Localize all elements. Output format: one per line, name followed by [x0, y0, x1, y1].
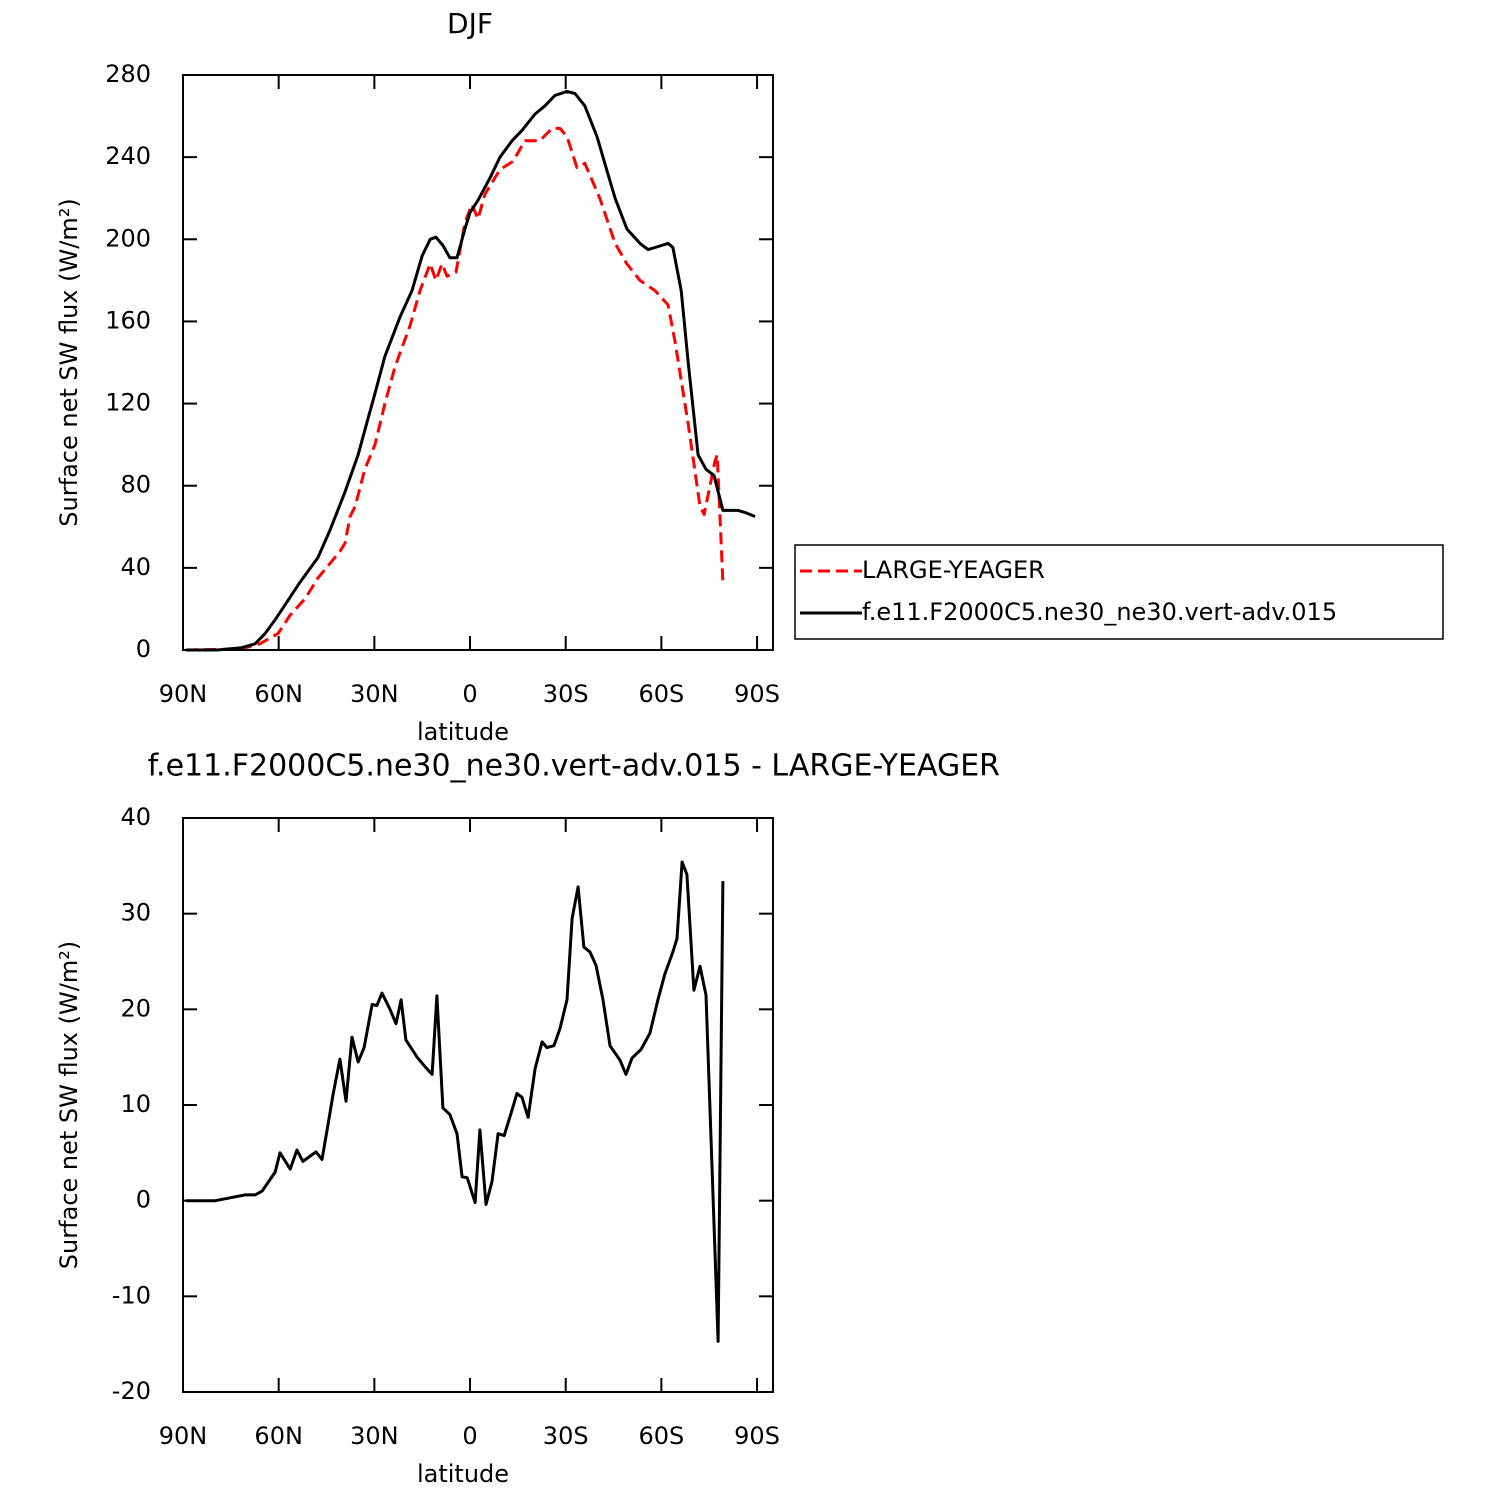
x-tick-label: 60N [254, 1422, 303, 1450]
x-tick-label: 90N [159, 1422, 208, 1450]
y-tick-label: 240 [105, 142, 151, 170]
legend-label: f.e11.F2000C5.ne30_ne30.vert-adv.015 [862, 598, 1337, 626]
x-tick-label: 90S [734, 1422, 780, 1450]
x-tick-label: 90N [159, 680, 208, 708]
x-tick-label: 30S [543, 680, 589, 708]
data-line [186, 126, 725, 652]
x-tick-label: 60N [254, 680, 303, 708]
y-tick-label: 40 [120, 553, 151, 581]
data-line [186, 860, 725, 1343]
chart-title: f.e11.F2000C5.ne30_ne30.vert-adv.015 - L… [148, 749, 1000, 784]
data-line [186, 89, 756, 652]
x-tick-label: 60S [638, 680, 684, 708]
y-tick-label: 200 [105, 224, 151, 252]
chart-title: DJF [447, 7, 493, 40]
x-tick-label: 90S [734, 680, 780, 708]
legend-box [794, 544, 1444, 640]
plot-frame [182, 817, 774, 1393]
y-tick-label: -10 [112, 1281, 151, 1309]
y-axis-label: Surface net SW flux (W/m²) [55, 198, 83, 526]
x-axis-label: latitude [417, 1460, 509, 1488]
y-axis-label: Surface net SW flux (W/m²) [55, 941, 83, 1269]
y-tick-label: 280 [105, 60, 151, 88]
x-tick-label: 30S [543, 1422, 589, 1450]
x-axis-label: latitude [417, 718, 509, 746]
y-tick-label: 120 [105, 389, 151, 417]
x-tick-label: 0 [462, 680, 477, 708]
y-tick-label: 40 [120, 803, 151, 831]
legend-label: LARGE-YEAGER [862, 556, 1045, 584]
x-tick-label: 30N [350, 1422, 399, 1450]
y-tick-label: 0 [136, 635, 151, 663]
y-tick-label: 30 [120, 899, 151, 927]
x-tick-label: 60S [638, 1422, 684, 1450]
y-tick-label: 20 [120, 994, 151, 1022]
y-tick-label: 160 [105, 306, 151, 334]
x-tick-label: 30N [350, 680, 399, 708]
plot-frame [182, 74, 774, 651]
y-tick-label: 80 [120, 471, 151, 499]
y-tick-label: -20 [112, 1377, 151, 1405]
y-tick-label: 10 [120, 1090, 151, 1118]
y-tick-label: 0 [136, 1186, 151, 1214]
x-tick-label: 0 [462, 1422, 477, 1450]
